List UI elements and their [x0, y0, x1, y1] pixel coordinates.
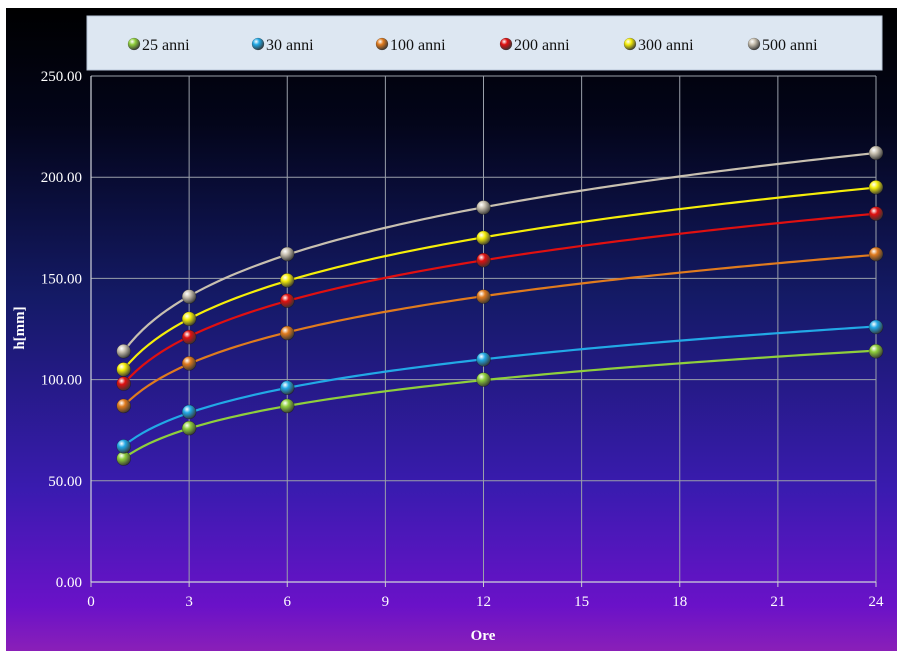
- data-point: [181, 404, 197, 420]
- series-lines: [122, 151, 877, 460]
- x-tick-label: 24: [869, 594, 885, 610]
- data-point: [181, 289, 197, 304]
- x-tick-labels: 0 3 6 9 12 15 18 21 24: [87, 594, 884, 610]
- data-point: [279, 325, 295, 341]
- data-point: [476, 252, 491, 268]
- legend-label: 25 anni: [142, 37, 190, 54]
- chart-frame: 25 anni 30 anni 100 anni 200 anni 300 anni 50…: [6, 8, 897, 651]
- legend-label: 500 anni: [762, 37, 818, 54]
- y-tick-label: 50.00: [48, 474, 82, 490]
- chart-background: [6, 8, 897, 651]
- legend-marker: [127, 37, 141, 51]
- data-point: [476, 289, 491, 304]
- x-tick-label: 12: [476, 594, 491, 610]
- series-line: [123, 349, 877, 460]
- y-axis-label: h[mm]: [12, 306, 28, 349]
- data-point: [868, 206, 884, 221]
- axes: [90, 76, 877, 587]
- data-point: [181, 311, 197, 327]
- y-tick-label: 150.00: [41, 271, 82, 287]
- data-point: [116, 398, 132, 414]
- legend-label: 200 anni: [514, 37, 570, 54]
- data-point: [116, 376, 132, 391]
- data-point: [868, 246, 884, 262]
- legend-marker: [623, 37, 637, 51]
- data-point: [476, 372, 491, 387]
- legend: 25 anni 30 anni 100 anni 200 anni 300 anni 50…: [127, 37, 818, 54]
- y-tick-labels: 0.00 50.00 100.00 150.00 200.00 250.00: [41, 69, 82, 591]
- legend-marker: [747, 37, 761, 51]
- data-point: [279, 246, 295, 262]
- x-tick-label: 9: [382, 594, 390, 610]
- series-line: [122, 151, 877, 353]
- y-tick-label: 250.00: [41, 69, 82, 85]
- x-axis-label: Ore: [471, 628, 496, 644]
- y-tick-label: 200.00: [41, 170, 82, 186]
- series-points: [116, 145, 884, 466]
- legend-label: 100 anni: [390, 37, 446, 54]
- series-line: [122, 253, 877, 407]
- data-point: [868, 180, 884, 195]
- legend-marker: [375, 37, 389, 51]
- data-point: [181, 420, 197, 436]
- legend-marker: [251, 37, 265, 51]
- line-chart: 25 anni 30 anni 100 anni 200 anni 300 anni 50…: [6, 8, 897, 651]
- legend-label: 30 anni: [266, 37, 314, 54]
- data-point: [868, 319, 884, 335]
- y-tick-label: 100.00: [41, 373, 82, 389]
- data-point: [279, 273, 295, 288]
- x-tick-label: 0: [87, 594, 95, 610]
- data-point: [181, 329, 197, 345]
- data-point: [868, 343, 884, 359]
- x-tick-label: 18: [672, 594, 687, 610]
- data-point: [279, 293, 295, 308]
- x-tick-label: 15: [574, 594, 589, 610]
- series-line: [123, 325, 877, 447]
- series-line: [122, 212, 877, 385]
- legend-marker: [499, 37, 513, 51]
- data-point: [181, 356, 197, 371]
- x-tick-label: 21: [770, 594, 785, 610]
- x-tick-label: 6: [284, 594, 292, 610]
- data-point: [279, 398, 295, 414]
- data-point: [116, 439, 132, 454]
- series-line: [122, 186, 877, 371]
- data-point: [279, 380, 295, 395]
- data-point: [868, 145, 884, 161]
- x-tick-label: 3: [185, 594, 193, 610]
- data-point: [116, 343, 132, 359]
- legend-label: 300 anni: [638, 37, 694, 54]
- y-tick-label: 0.00: [56, 575, 82, 591]
- data-point: [476, 352, 491, 367]
- data-point: [116, 362, 132, 377]
- data-point: [476, 200, 491, 215]
- data-point: [476, 230, 491, 246]
